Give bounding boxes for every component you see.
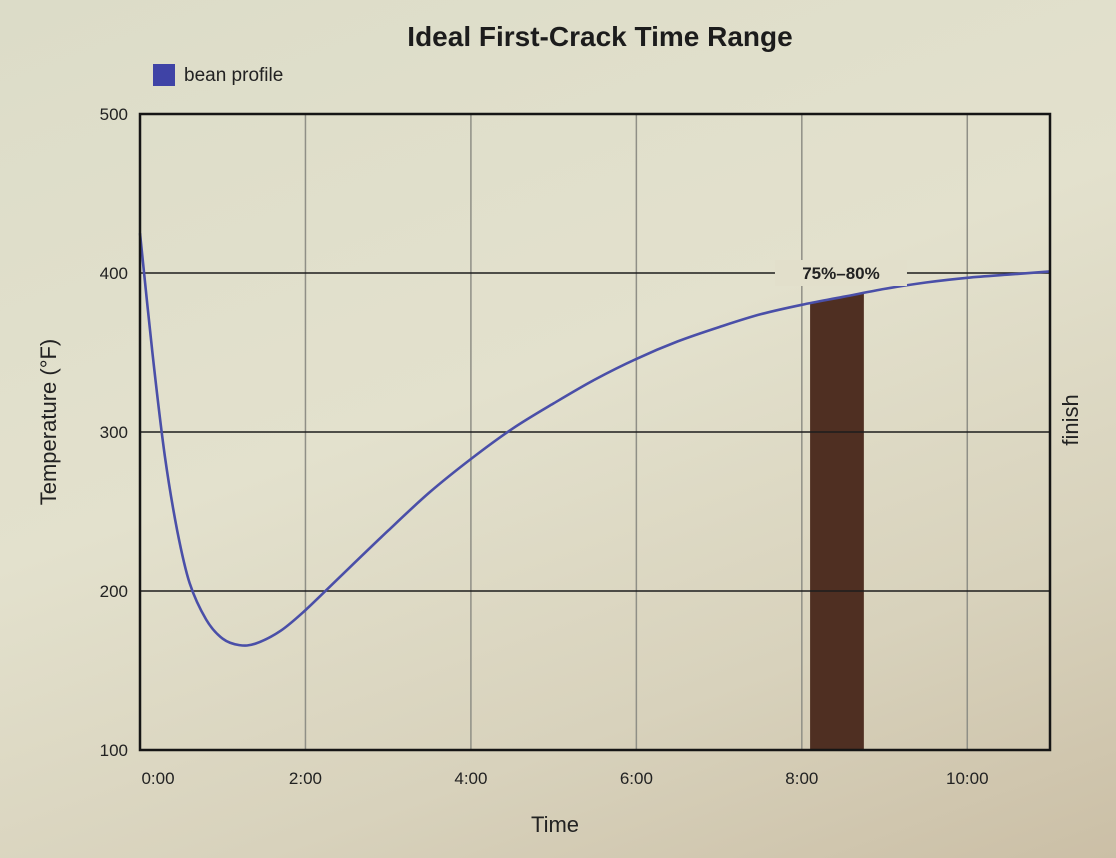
x-tick-labels: 0:00 2:00 4:00 6:00 8:00 10:00 [141, 769, 988, 788]
band-label: 75%–80% [802, 264, 880, 283]
x-tick-label: 10:00 [946, 769, 989, 788]
first-crack-band-group [810, 292, 864, 750]
y-tick-label: 400 [100, 264, 128, 283]
x-tick-label: 2:00 [289, 769, 322, 788]
curve-group [138, 233, 1051, 647]
first-crack-band [810, 292, 864, 750]
y-tick-label: 300 [100, 423, 128, 442]
y-tick-label: 500 [100, 105, 128, 124]
band-annotation: 75%–80% [774, 260, 907, 286]
x-tick-label: 8:00 [785, 769, 818, 788]
chart-title: Ideal First-Crack Time Range [407, 21, 792, 52]
y-tick-labels: 100 200 300 400 500 [100, 105, 128, 760]
x-tick-label: 0:00 [141, 769, 174, 788]
legend-swatch [153, 64, 175, 86]
plot-frame [138, 112, 1052, 752]
x-axis-label: Time [531, 812, 579, 837]
y-axis-label: Temperature (°F) [36, 339, 61, 506]
x-tick-label: 4:00 [454, 769, 487, 788]
annotation-background [774, 260, 907, 286]
bean-profile-line [138, 233, 1051, 647]
y-tick-label: 200 [100, 582, 128, 601]
legend: bean profile [153, 64, 283, 86]
y-tick-label: 100 [100, 741, 128, 760]
legend-label: bean profile [184, 65, 283, 86]
horizontal-gridlines [140, 272, 1050, 592]
x-tick-label: 6:00 [620, 769, 653, 788]
finish-label: finish [1058, 394, 1083, 445]
